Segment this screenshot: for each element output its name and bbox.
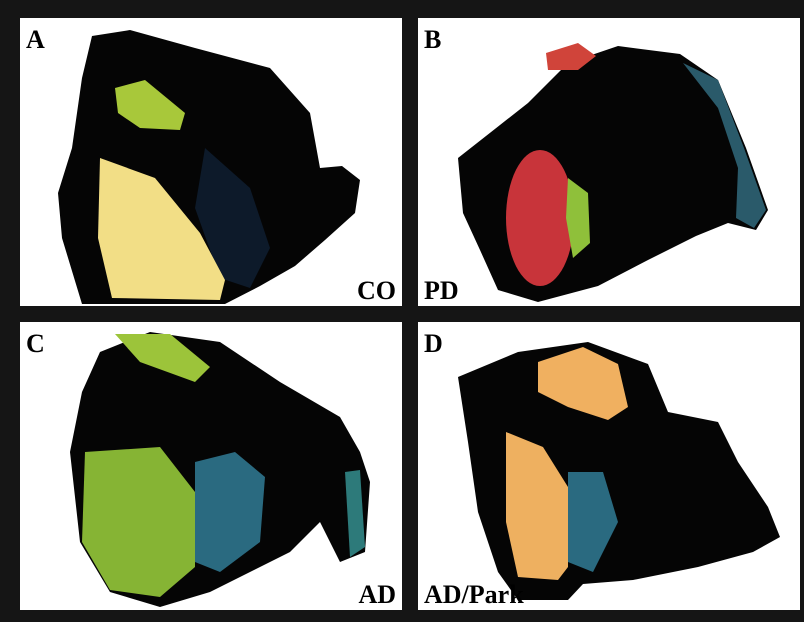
panel-label: AD [358, 580, 396, 609]
panel-c: C AD [20, 322, 402, 610]
panel-letter: B [424, 25, 441, 54]
panel-b: B PD [418, 18, 800, 306]
panel-d: D AD/Park [418, 322, 800, 610]
panel-label: AD/Park [424, 580, 524, 609]
panel-label: CO [357, 276, 396, 305]
figure: A CO B PD C AD D AD/Park [0, 0, 804, 622]
panel-letter: C [26, 329, 45, 358]
panel-label: PD [424, 276, 459, 305]
panel-a: A CO [20, 18, 402, 306]
panel-letter: D [424, 329, 443, 358]
panel-letter: A [26, 25, 45, 54]
region-red [506, 150, 574, 286]
